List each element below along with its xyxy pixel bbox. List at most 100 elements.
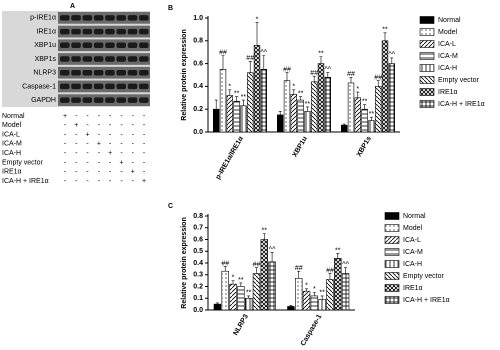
significance-label: ## xyxy=(221,260,229,267)
bar xyxy=(226,95,233,133)
legend-label: Model xyxy=(438,29,458,36)
error-bar xyxy=(221,55,225,70)
bar xyxy=(260,239,268,311)
treatment-sign: + xyxy=(86,131,90,138)
significance-label: ## xyxy=(310,70,318,77)
legend-label: Normal xyxy=(403,213,426,220)
error-bar xyxy=(312,75,316,82)
error-bar xyxy=(254,267,258,274)
error-bar xyxy=(326,72,330,78)
error-bar xyxy=(297,270,301,279)
error-bar xyxy=(336,253,340,259)
treatment-sign: - xyxy=(75,178,78,185)
treatment-sign: - xyxy=(109,131,112,138)
legend-swatch xyxy=(384,248,400,256)
y-tick-label: 0.4 xyxy=(193,260,203,267)
blot-band xyxy=(139,42,149,49)
y-tick-label: 0.8 xyxy=(193,38,203,45)
blot-band xyxy=(105,56,115,62)
legend-label: ICA-L xyxy=(403,237,421,244)
treatment-sign: - xyxy=(143,113,146,120)
treatment-sign: - xyxy=(64,141,67,148)
blot-band xyxy=(82,28,93,35)
treatment-sign: + xyxy=(74,122,78,129)
legend-swatch xyxy=(419,40,435,48)
legend-swatch xyxy=(419,64,435,72)
treatment-sign: - xyxy=(86,159,89,166)
bar xyxy=(221,270,229,311)
error-bar xyxy=(376,80,380,87)
panel-label: B xyxy=(168,5,173,12)
bar xyxy=(252,273,261,311)
y-tick-label: 0.4 xyxy=(193,83,203,90)
error-bar xyxy=(305,106,309,112)
legend-label: Model xyxy=(403,225,423,232)
treatment-sign: - xyxy=(143,150,146,157)
significance-label: ** xyxy=(362,98,368,105)
blot-band xyxy=(116,15,126,21)
error-bar xyxy=(262,233,266,240)
significance-label: ** xyxy=(369,111,375,118)
bar xyxy=(287,306,295,311)
error-bar xyxy=(278,111,282,115)
blot-band xyxy=(82,69,93,76)
bar xyxy=(233,100,240,133)
blot-band xyxy=(127,83,138,90)
blot-band xyxy=(116,28,126,35)
treatment-sign: - xyxy=(143,169,146,176)
treatment-sign: - xyxy=(75,141,78,148)
treatment-sign: - xyxy=(75,169,78,176)
blot-band xyxy=(127,28,138,35)
blot-band xyxy=(127,69,138,76)
blot-band xyxy=(71,42,81,49)
y-tick-label: 0.0 xyxy=(193,129,203,136)
error-bar xyxy=(349,76,353,83)
significance-label: ** xyxy=(382,27,388,34)
blot-band xyxy=(139,56,149,62)
blot-band xyxy=(82,83,93,90)
bar xyxy=(304,111,311,133)
legend-label: ICA-H + IRE1α xyxy=(403,297,450,304)
error-bar xyxy=(262,55,266,70)
significance-label: * xyxy=(232,274,235,281)
treatment-sign: + xyxy=(108,150,112,157)
blot-band xyxy=(139,28,149,35)
band-label: IRE1α xyxy=(36,28,56,35)
significance-label: ** xyxy=(238,277,244,284)
blot-band xyxy=(60,56,70,62)
bar xyxy=(219,69,227,133)
band-label: Caspase-1 xyxy=(22,83,56,90)
bar xyxy=(253,45,261,133)
blot-band xyxy=(60,69,70,76)
band-label: NLRP3 xyxy=(33,70,56,77)
legend-swatch xyxy=(419,88,435,96)
y-tick-label: 0.8 xyxy=(193,213,203,220)
error-bar xyxy=(270,252,274,262)
legend-label: ICA-H xyxy=(403,261,422,268)
error-bar xyxy=(241,99,245,106)
bar xyxy=(334,257,342,311)
error-bar xyxy=(289,305,293,307)
significance-label: ^^ xyxy=(261,49,268,56)
legend-label: Empty vector xyxy=(438,77,480,84)
treatment-sign: - xyxy=(132,150,135,157)
error-bar xyxy=(328,273,332,280)
group-label: ICA-H + IRE1α xyxy=(2,178,49,185)
treatment-sign: - xyxy=(86,178,89,185)
blot-band xyxy=(116,69,126,76)
y-tick-label: 0.0 xyxy=(193,307,203,314)
y-tick-label: 0.7 xyxy=(193,225,203,232)
error-bar xyxy=(312,292,316,296)
blot-band xyxy=(60,83,70,90)
treatment-sign: - xyxy=(98,178,101,185)
x-tick-label: NLRP3 xyxy=(232,313,250,336)
treatment-sign: - xyxy=(86,122,89,129)
error-bar xyxy=(228,89,232,96)
treatment-sign: - xyxy=(120,122,123,129)
treatment-sign: + xyxy=(97,141,101,148)
bar xyxy=(361,108,368,133)
error-bar xyxy=(390,57,394,64)
significance-label: ## xyxy=(326,267,334,274)
blot-band xyxy=(71,83,81,90)
significance-label: ## xyxy=(295,265,303,272)
